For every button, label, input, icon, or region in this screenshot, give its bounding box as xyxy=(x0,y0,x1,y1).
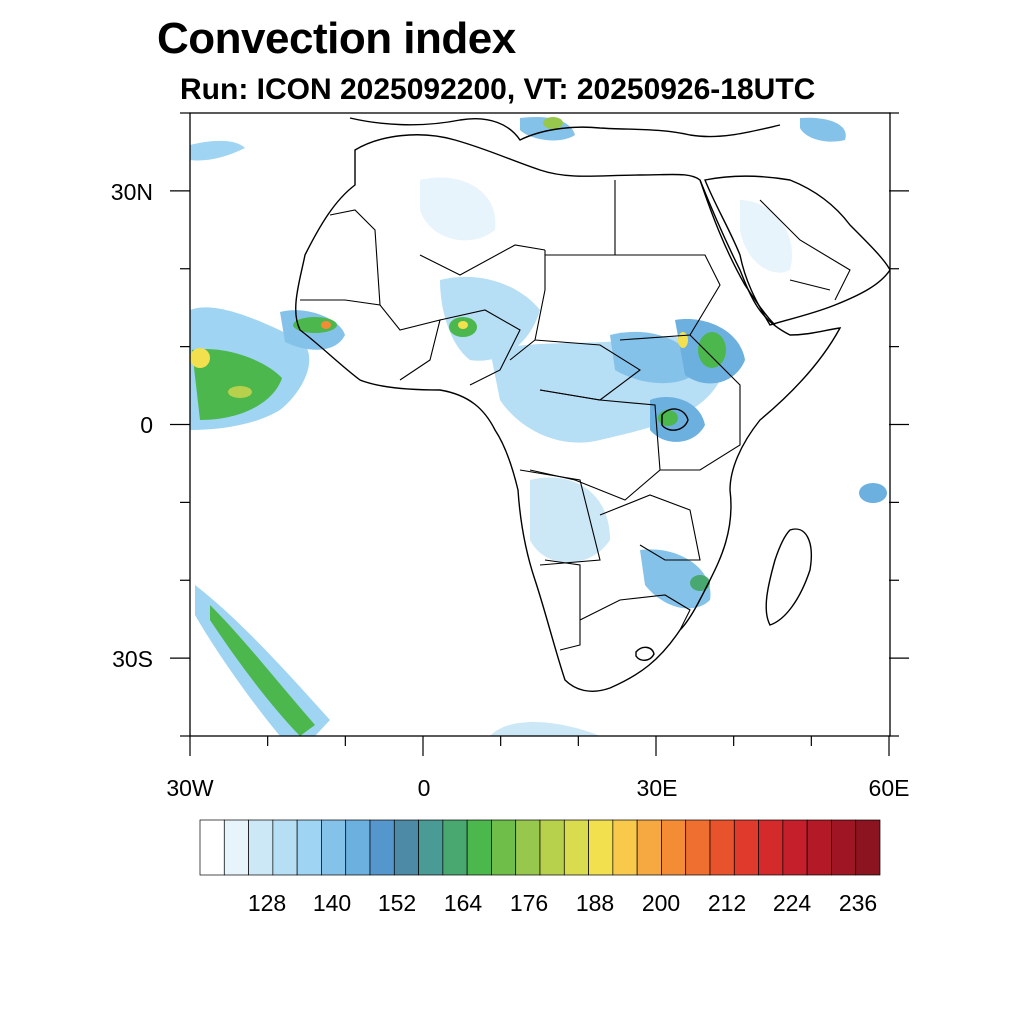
colorbar-label: 188 xyxy=(576,890,614,916)
axis-ticks xyxy=(170,112,909,756)
colorbar-box xyxy=(612,819,638,876)
field-atlantic-west-peak2 xyxy=(228,386,252,398)
colorbar-box xyxy=(758,819,784,876)
y-tick-label: 30S xyxy=(112,646,153,672)
chart-subtitle: Run: ICON 2025092200, VT: 20250926-18UTC xyxy=(180,73,816,106)
y-tick-label: 0 xyxy=(140,412,153,438)
lake-victoria xyxy=(661,408,689,431)
field-ethiopia-core xyxy=(698,332,726,368)
madagascar-coastline xyxy=(765,528,812,626)
field-black-sea xyxy=(800,117,846,142)
field-south-atlantic xyxy=(195,585,330,736)
border-southafrica xyxy=(579,594,691,631)
border-mauritania-mali xyxy=(329,209,381,306)
border-angola-zambia xyxy=(519,469,601,566)
colorbar-box xyxy=(539,819,565,876)
border-zambia-moz xyxy=(599,494,701,561)
colorbar-label: 236 xyxy=(839,890,877,916)
field-guinea-peak xyxy=(321,321,331,329)
europe-coastline xyxy=(349,117,781,141)
colorbar-box xyxy=(272,819,298,876)
colorbar-box xyxy=(515,819,541,876)
colorbar-label: 140 xyxy=(313,890,351,916)
lesotho xyxy=(635,646,655,661)
colorbar-box xyxy=(782,819,808,876)
colorbar xyxy=(199,819,881,876)
x-tick-label: 30W xyxy=(166,775,214,801)
colorbar-box xyxy=(321,819,347,876)
border-arabia xyxy=(759,199,851,301)
border-algeria-niger xyxy=(419,244,546,276)
colorbar-box xyxy=(588,819,614,876)
colorbar-box xyxy=(223,819,249,876)
colorbar-box xyxy=(466,819,492,876)
field-atlantic-west-peak xyxy=(190,348,210,368)
colorbar-box xyxy=(806,819,832,876)
x-tick-labels: 30W 0 30E 60E xyxy=(166,775,909,801)
colorbar-box xyxy=(685,819,711,876)
colorbar-box xyxy=(733,819,759,876)
colorbar-label: 200 xyxy=(642,890,680,916)
red-sea-coast xyxy=(699,179,776,326)
colorbar-label: 164 xyxy=(444,890,483,916)
chart-title: Convection index xyxy=(157,14,516,63)
field-angola xyxy=(530,477,610,563)
field-med-core xyxy=(543,117,563,129)
field-victoria-core xyxy=(658,410,678,426)
border-chad xyxy=(509,250,546,361)
colorbar-box xyxy=(345,819,371,876)
border-sudan xyxy=(615,254,721,341)
field-sahara-2 xyxy=(740,200,792,273)
x-tick-label: 60E xyxy=(869,775,910,801)
field-central-2 xyxy=(610,331,700,384)
colorbar-label: 224 xyxy=(773,890,812,916)
border-nigeria xyxy=(439,309,521,386)
colorbar-box xyxy=(442,819,468,876)
field-indian-ocean xyxy=(859,483,887,503)
border-namibia-botswana xyxy=(544,559,581,651)
colorbar-box xyxy=(831,819,857,876)
x-tick-label: 0 xyxy=(418,775,431,801)
colorbar-box xyxy=(661,819,687,876)
colorbar-box xyxy=(636,819,662,876)
colorbar-box xyxy=(296,819,322,876)
field-nw-corner xyxy=(190,140,245,161)
colorbar-labels: 128 140 152 164 176 188 200 212 224 236 xyxy=(248,890,877,916)
arabia-coastline xyxy=(704,175,890,326)
field-mozambique-core xyxy=(690,575,710,591)
border-westafrica xyxy=(300,299,441,381)
field-south-edge xyxy=(490,722,600,736)
colorbar-label: 176 xyxy=(510,890,548,916)
field-south-atlantic-core xyxy=(210,605,315,736)
colorbar-label: 128 xyxy=(248,890,286,916)
africa-coastline xyxy=(295,134,842,692)
colorbar-box xyxy=(491,819,517,876)
colorbar-label: 152 xyxy=(378,890,416,916)
field-mozambique xyxy=(640,549,711,609)
colorbar-box xyxy=(709,819,735,876)
colorbar-box xyxy=(369,819,395,876)
y-tick-label: 30N xyxy=(111,179,153,205)
field-ethiopia-peak xyxy=(678,332,688,348)
colorbar-box xyxy=(418,819,444,876)
colorbar-label: 212 xyxy=(708,890,746,916)
colorbar-box xyxy=(855,819,881,876)
border-east-africa xyxy=(660,334,741,471)
x-tick-label: 30E xyxy=(637,775,678,801)
field-nigeria-peak xyxy=(458,321,468,329)
field-atlantic-west-core xyxy=(192,349,282,420)
convection-fields xyxy=(190,116,887,736)
colorbar-box xyxy=(248,819,274,876)
field-sahara-1 xyxy=(420,177,496,241)
colorbar-box xyxy=(199,819,225,876)
colorbar-box xyxy=(393,819,419,876)
y-tick-labels: 30N 0 30S xyxy=(111,179,153,672)
colorbar-box xyxy=(563,819,589,876)
country-borders xyxy=(300,180,851,651)
coastlines xyxy=(295,117,890,692)
